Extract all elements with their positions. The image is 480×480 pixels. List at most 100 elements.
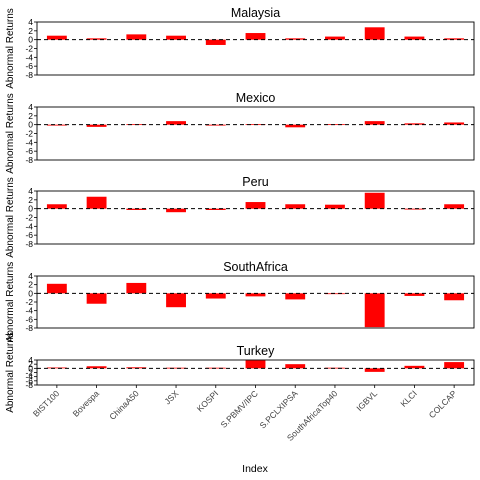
bar-southafrica-jsx xyxy=(166,293,186,308)
panel-turkey: Turkey Abnormal Returns 420-2-4-6-8 xyxy=(5,332,475,413)
y-tick-label: -6 xyxy=(25,146,33,156)
panel-title: SouthAfrica xyxy=(223,260,288,274)
bar-turkey-bovespa xyxy=(86,366,107,369)
panel-malaysia: Malaysia Abnormal Returns 420-2-4-6-8 xyxy=(5,6,475,89)
x-tick-label: JSX xyxy=(162,388,180,406)
bar-southafrica-s-pclxipsa xyxy=(285,293,306,300)
x-axis-title: Index xyxy=(242,463,268,475)
bar-southafrica-chinaa50 xyxy=(126,282,147,294)
y-tick-label: 0 xyxy=(28,120,33,130)
x-tick-label: KLCI xyxy=(398,388,418,408)
bar-malaysia-klci xyxy=(404,36,425,40)
y-tick-label: 4 xyxy=(28,17,33,27)
y-tick-label: -2 xyxy=(25,44,33,54)
y-tick-label: -6 xyxy=(25,61,33,71)
bar-malaysia-s-pclxipsa xyxy=(285,38,306,40)
y-tick-label: -8 xyxy=(25,323,33,333)
y-tick-label: -4 xyxy=(25,52,33,62)
panel-mexico: Mexico Abnormal Returns 420-2-4-6-8 xyxy=(5,91,475,174)
bar-peru-chinaa50 xyxy=(126,208,147,210)
panel-frame xyxy=(36,190,475,245)
x-tick-label: Bovespa xyxy=(71,388,102,419)
y-tick-label: 4 xyxy=(28,102,33,112)
bar-mexico-s-pclxipsa xyxy=(285,124,306,128)
y-tick-label: -4 xyxy=(25,137,33,147)
bar-turkey-s-pclxipsa xyxy=(285,364,306,369)
y-tick-label: -4 xyxy=(25,306,33,316)
bar-peru-jsx xyxy=(166,208,186,213)
bar-peru-colcap xyxy=(444,204,465,209)
panel-frame xyxy=(36,21,475,76)
y-tick-label: 2 xyxy=(28,195,33,205)
x-tick-label: S.PCLXIPSA xyxy=(257,388,299,430)
bar-turkey-bist100 xyxy=(46,367,67,369)
panel-southafrica: SouthAfrica Abnormal Returns 420-2-4-6-8 xyxy=(5,260,475,343)
y-tick-label: 0 xyxy=(28,288,33,298)
bar-mexico-jsx xyxy=(166,121,186,125)
y-axis-title: Abnormal Returns xyxy=(5,8,16,89)
x-tick-label: KOSPI xyxy=(195,388,220,413)
y-tick-label: 2 xyxy=(28,280,33,290)
y-tick-label: -2 xyxy=(25,368,33,378)
bar-turkey-chinaa50 xyxy=(126,367,147,369)
bar-malaysia-bovespa xyxy=(86,38,107,40)
y-tick-label: -2 xyxy=(25,129,33,139)
panel-title: Malaysia xyxy=(231,6,280,20)
bar-malaysia-s-pbmv-ipc xyxy=(245,33,266,40)
bar-peru-bovespa xyxy=(86,196,107,209)
x-axis-category-labels: BIST100 Bovespa ChinaA50 JSX KOSPIS.PBMV/IPC… xyxy=(31,385,459,443)
bar-peru-southafricatop40 xyxy=(325,204,345,209)
bar-southafrica-klci xyxy=(404,293,425,296)
y-tick-label: -8 xyxy=(25,380,33,390)
bar-turkey-colcap xyxy=(444,362,465,369)
bar-turkey-klci xyxy=(404,365,425,369)
x-tick-label: IGBVL xyxy=(354,388,379,413)
bar-malaysia-colcap xyxy=(444,38,465,40)
y-tick-label: 0 xyxy=(28,363,33,373)
y-tick-label: -8 xyxy=(25,239,33,249)
bar-peru-s-pbmv-ipc xyxy=(245,202,266,209)
y-tick-label: 0 xyxy=(28,35,33,45)
panel-title: Mexico xyxy=(236,91,276,105)
y-tick-label: -2 xyxy=(25,213,33,223)
x-tick-label: COLCAP xyxy=(427,388,459,420)
bar-mexico-colcap xyxy=(444,122,465,125)
bar-malaysia-chinaa50 xyxy=(126,34,147,40)
bar-southafrica-igbvl xyxy=(364,293,385,328)
bar-turkey-jsx xyxy=(166,367,186,369)
y-axis-title: Abnormal Returns xyxy=(5,93,16,174)
y-tick-label: 2 xyxy=(28,111,33,121)
bar-malaysia-kospi xyxy=(205,39,226,45)
bar-mexico-igbvl xyxy=(364,121,385,125)
panel-frame xyxy=(36,106,475,161)
y-tick-label: -6 xyxy=(25,314,33,324)
x-tick-label: BIST100 xyxy=(31,388,62,419)
y-tick-label: 0 xyxy=(28,204,33,214)
panel-title: Turkey xyxy=(237,344,275,358)
y-tick-label: 2 xyxy=(28,26,33,36)
y-tick-label: -4 xyxy=(25,372,33,382)
y-tick-label: -6 xyxy=(25,230,33,240)
bar-malaysia-igbvl xyxy=(364,27,385,40)
bar-malaysia-jsx xyxy=(166,35,186,40)
bar-peru-igbvl xyxy=(364,192,385,209)
panel-peru: Peru Abnormal Returns 420-2-4-6-8 xyxy=(5,175,475,258)
bar-peru-s-pclxipsa xyxy=(285,204,306,209)
bar-malaysia-southafricatop40 xyxy=(325,36,345,40)
bar-mexico-bist100 xyxy=(46,124,67,126)
bar-peru-klci xyxy=(404,208,425,210)
y-tick-label: -4 xyxy=(25,221,33,231)
y-tick-label: -2 xyxy=(25,297,33,307)
bar-mexico-klci xyxy=(404,123,425,125)
y-tick-label: 4 xyxy=(28,271,33,281)
bar-mexico-bovespa xyxy=(86,124,107,127)
x-tick-label: ChinaA50 xyxy=(107,388,141,422)
bar-southafrica-colcap xyxy=(444,293,465,301)
y-axis-title: Abnormal Returns xyxy=(5,262,16,343)
bar-turkey-igbvl xyxy=(364,368,385,372)
bar-southafrica-bovespa xyxy=(86,293,107,304)
y-tick-label: 2 xyxy=(28,359,33,369)
bar-peru-kospi xyxy=(205,208,226,210)
